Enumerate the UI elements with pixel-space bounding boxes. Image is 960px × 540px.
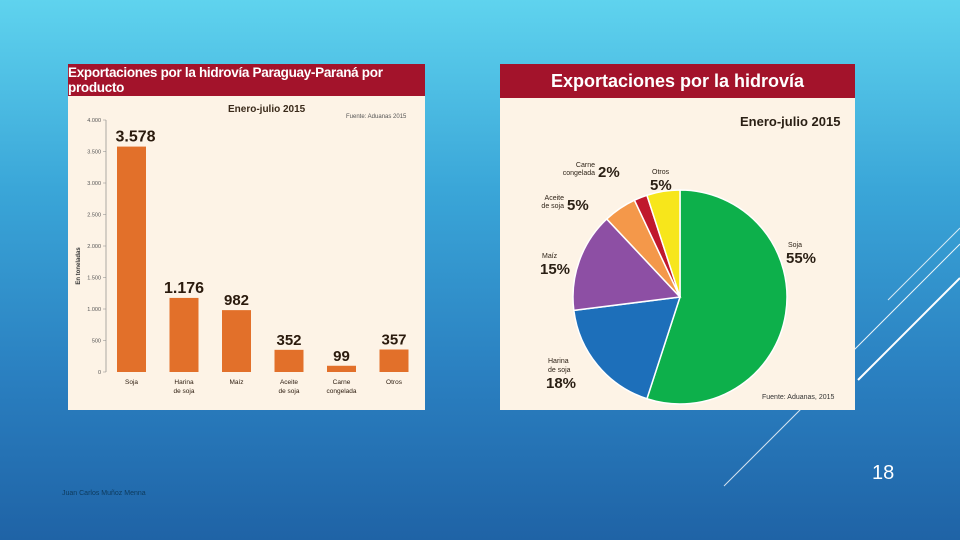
bar-chart: Enero-julio 2015 Fuente: Aduanas 2015 En… <box>76 104 409 395</box>
pie-chart-source: Fuente: Aduanas, 2015 <box>762 394 834 401</box>
category-label: de soja <box>279 388 300 395</box>
bar <box>222 310 251 372</box>
category-label: Carne <box>333 379 351 386</box>
bar <box>169 297 199 372</box>
slice-percent: 15% <box>540 261 570 278</box>
bar-value-label: 982 <box>224 292 249 309</box>
y-tick-label: 3.000 <box>87 181 101 187</box>
pie-chart-title: Exportaciones por la hidrovía <box>500 64 855 98</box>
category-label: de soja <box>174 388 195 395</box>
y-tick-label: 2.000 <box>87 244 101 250</box>
bar-value-label: 99 <box>333 348 350 365</box>
y-tick-label: 0 <box>98 370 101 376</box>
slice-name: congelada <box>563 170 595 177</box>
pie-chart: Enero-julio 2015 Fuente: Aduanas, 2015 S… <box>540 114 840 405</box>
category-label: Otros <box>386 379 403 386</box>
category-label: Harina <box>174 379 194 386</box>
bar-chart-subtitle: Enero-julio 2015 <box>228 104 306 115</box>
slice-percent: 2% <box>598 164 620 181</box>
bar <box>117 146 146 372</box>
pie-chart-panel: Exportaciones por la hidrovía Enero-juli… <box>500 64 855 410</box>
category-label: Soja <box>125 379 138 386</box>
pie-slice <box>645 189 788 405</box>
slice-name: Maíz <box>542 253 558 260</box>
bar-chart-panel: Exportaciones por la hidrovía Paraguay-P… <box>68 64 425 410</box>
pie-chart-subtitle: Enero-julio 2015 <box>740 114 840 129</box>
slice-name: de soja <box>548 367 571 374</box>
bar-chart-ylabel: En toneladas <box>76 247 82 285</box>
slice-percent: 55% <box>786 250 816 267</box>
bar-value-label: 3.578 <box>115 129 155 146</box>
pie-slice <box>573 296 682 400</box>
bar-value-label: 352 <box>276 332 301 349</box>
y-tick-label: 1.500 <box>87 276 101 282</box>
slice-percent: 18% <box>546 375 576 392</box>
category-label: Maíz <box>229 379 243 386</box>
y-tick-label: 2.500 <box>87 213 101 219</box>
y-tick-label: 3.500 <box>87 150 101 156</box>
category-label: Aceite <box>280 379 298 386</box>
slice-name: Harina <box>548 358 569 365</box>
pie-slice <box>572 217 682 312</box>
slice-percent: 5% <box>650 177 672 194</box>
slice-name: Carne <box>576 162 595 169</box>
slice-name: Soja <box>788 242 802 249</box>
slice-name: de soja <box>541 203 564 210</box>
y-tick-label: 500 <box>92 339 101 345</box>
slide-number: 18 <box>872 462 895 484</box>
bar-chart-source: Fuente: Aduanas 2015 <box>346 114 407 120</box>
slice-name: Aceite <box>545 195 565 202</box>
bar <box>274 349 304 372</box>
y-tick-label: 1.000 <box>87 307 101 313</box>
slice-percent: 5% <box>567 197 589 214</box>
bar-value-label: 357 <box>381 332 406 349</box>
category-label: congelada <box>327 388 357 395</box>
bar <box>379 349 409 372</box>
y-tick-label: 4.000 <box>87 118 101 124</box>
bar <box>327 365 356 372</box>
bar-chart-title: Exportaciones por la hidrovía Paraguay-P… <box>68 64 425 96</box>
bar-value-label: 1.176 <box>164 280 204 297</box>
author-footer: Juan Carlos Muñoz Menna <box>62 490 146 497</box>
pie-slice <box>645 189 681 298</box>
slice-name: Otros <box>652 169 670 176</box>
